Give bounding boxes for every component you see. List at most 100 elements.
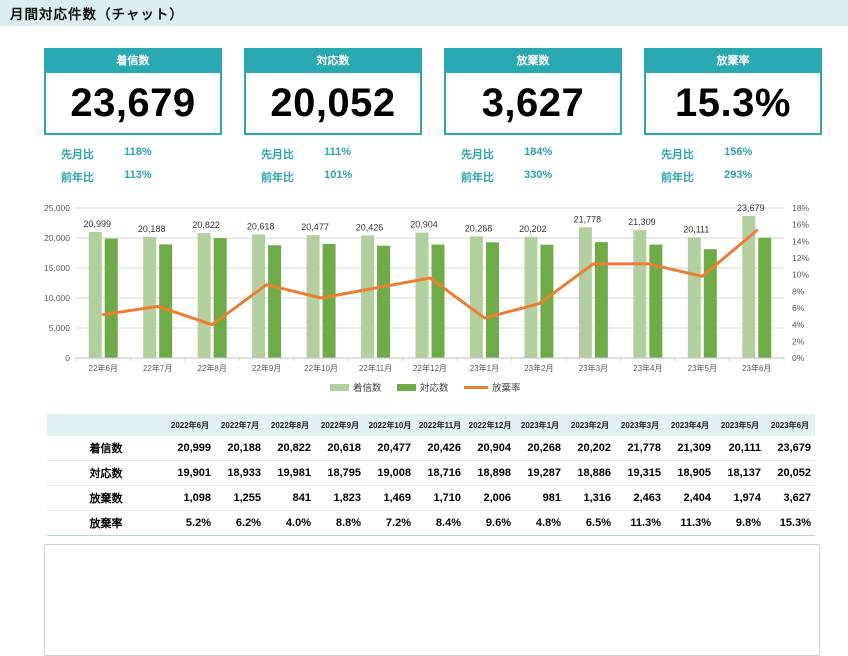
bar-data-label: 20,904 (410, 220, 438, 230)
x-axis-tick-label: 23年2月 (524, 363, 553, 373)
table-cell: 20,618 (315, 436, 365, 461)
table-cell: 2,404 (665, 485, 715, 511)
kpi-card-handled: 対応数 20,052 (244, 48, 422, 135)
kpi-value-incoming: 23,679 (44, 71, 222, 135)
kpi-value-abandon-rate: 15.3% (644, 71, 822, 135)
bar-incoming (197, 233, 211, 358)
page-title-bar: 月間対応件数（チャット） (0, 0, 848, 26)
legend-label: 放棄率 (492, 382, 521, 394)
kpi-value-abandoned: 3,627 (444, 71, 622, 135)
comparison-grid: 先月比 118% 前年比 113% 先月比 111% 前年比 101% 先月比 … (44, 146, 822, 192)
yoy-label: 前年比 (261, 172, 294, 184)
table-column-header: 2023年6月 (765, 414, 815, 436)
table-cell: 841 (265, 485, 315, 511)
yoy-row: 前年比 330% (444, 169, 622, 185)
table-cell: 18,137 (715, 460, 765, 486)
table-cell: 4.0% (265, 510, 315, 536)
bar-data-label: 20,618 (247, 221, 275, 231)
x-axis-tick-label: 22年7月 (143, 363, 172, 373)
bar-incoming (415, 232, 429, 358)
table-cell: 981 (515, 485, 565, 511)
yoy-row: 前年比 113% (44, 169, 222, 185)
table-cell: 4.8% (515, 510, 565, 536)
y-axis-tick-label: 25,000 (44, 203, 70, 213)
table-row: 着信数 20,999 20,188 20,822 20,618 20,477 20,426 2… (47, 436, 815, 461)
table-column-header: 2023年3月 (615, 414, 665, 436)
x-axis-tick-label: 22年6月 (89, 363, 118, 373)
table-cell: 6.5% (565, 510, 615, 536)
table-row-label: 放棄率 (47, 510, 165, 536)
mom-row: 先月比 111% (244, 146, 422, 162)
mom-label: 先月比 (661, 149, 694, 161)
comparison-handled: 先月比 111% 前年比 101% (244, 146, 422, 192)
table-column-header: 2022年9月 (315, 414, 365, 436)
table-cell: 20,188 (215, 436, 265, 461)
table-row-label: 着信数 (47, 436, 165, 461)
x-axis-tick-label: 22年8月 (197, 363, 226, 373)
y-axis-tick-label: 15,000 (44, 263, 70, 273)
bar-incoming (252, 234, 266, 358)
table-cell: 19,901 (165, 460, 215, 486)
table-cell: 11.3% (665, 510, 715, 536)
bar-incoming (524, 236, 538, 358)
table-column-header: 2023年4月 (665, 414, 715, 436)
bar-data-label: 21,309 (628, 217, 656, 227)
bar-data-label: 20,188 (138, 224, 166, 234)
table-row: 対応数 19,901 18,933 19,981 18,795 19,008 18,716 1… (47, 460, 815, 486)
secondary-axis-tick-label: 8% (792, 286, 805, 296)
y-axis-tick-label: 20,000 (44, 233, 70, 243)
table-cell: 18,886 (565, 460, 615, 486)
table-cell: 20,202 (565, 436, 615, 461)
notes-box (44, 544, 820, 656)
secondary-axis-tick-label: 14% (792, 236, 809, 246)
secondary-axis-tick-label: 4% (792, 320, 805, 330)
table-cell: 7.2% (365, 510, 415, 536)
bar-handled (431, 244, 445, 358)
table-cell: 21,309 (665, 436, 715, 461)
secondary-axis-tick-label: 16% (792, 220, 809, 230)
table-cell: 15.3% (765, 510, 815, 536)
mom-label: 先月比 (61, 149, 94, 161)
bar-data-label: 20,426 (356, 222, 384, 232)
table-row: 放棄率 5.2% 6.2% 4.0% 8.8% 7.2% 8.4% 9.6% 4.8% 6.5% 1… (47, 510, 815, 536)
table-header-row: 2022年6月 2022年7月 2022年8月 2022年9月 2022年10月 2022… (47, 414, 815, 436)
bar-incoming (578, 227, 592, 358)
yoy-row: 前年比 101% (244, 169, 422, 185)
table-cell: 2,006 (465, 485, 515, 511)
legend-label: 着信数 (353, 382, 382, 394)
bar-handled (703, 249, 717, 358)
kpi-card-abandoned: 放棄数 3,627 (444, 48, 622, 135)
table-cell: 1,255 (215, 485, 265, 511)
table-cell: 1,469 (365, 485, 415, 511)
table-cell: 18,933 (215, 460, 265, 486)
bar-handled (268, 245, 282, 358)
bar-incoming (143, 236, 157, 358)
legend-swatch-incoming (330, 384, 349, 391)
bar-handled (594, 242, 608, 358)
bar-handled (104, 238, 118, 358)
table-column-header: 2022年10月 (365, 414, 415, 436)
mom-label: 先月比 (461, 149, 494, 161)
mom-label: 先月比 (261, 149, 294, 161)
x-axis-tick-label: 22年11月 (359, 363, 392, 373)
comparison-incoming: 先月比 118% 前年比 113% (44, 146, 222, 192)
kpi-title-incoming: 着信数 (44, 48, 222, 71)
mom-row: 先月比 118% (44, 146, 222, 162)
kpi-title-abandoned: 放棄数 (444, 48, 622, 71)
table-cell: 8.8% (315, 510, 365, 536)
bar-incoming (361, 235, 375, 358)
table-cell: 18,795 (315, 460, 365, 486)
table-cell: 19,315 (615, 460, 665, 486)
kpi-card-incoming: 着信数 23,679 (44, 48, 222, 135)
bar-handled (540, 244, 554, 358)
comparison-abandon-rate: 先月比 156% 前年比 293% (644, 146, 822, 192)
yoy-value: 293% (724, 169, 753, 181)
secondary-axis-tick-label: 10% (792, 270, 809, 280)
kpi-card-abandon-rate: 放棄率 15.3% (644, 48, 822, 135)
bar-data-label: 20,111 (683, 224, 709, 234)
table-cell: 20,111 (715, 436, 765, 461)
table-cell: 21,778 (615, 436, 665, 461)
table-cell: 6.2% (215, 510, 265, 536)
legend-swatch-handled (397, 384, 416, 391)
table-column-header: 2022年8月 (265, 414, 315, 436)
